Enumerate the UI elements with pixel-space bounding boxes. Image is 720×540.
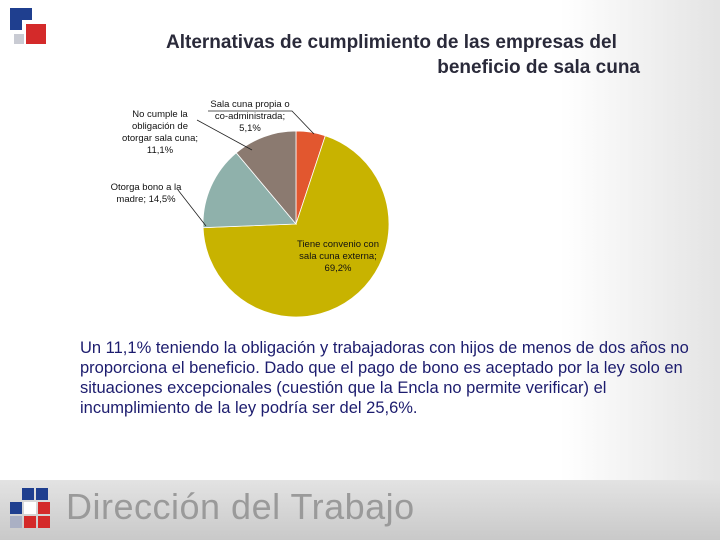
slide-title-line-1: Alternativas de cumplimiento de las empr…	[166, 32, 617, 53]
leader-line-0	[208, 110, 315, 135]
pie-slice-1	[202, 135, 390, 318]
footer: Dirección del Trabajo	[0, 480, 720, 540]
leader-line-3	[196, 119, 253, 151]
body-text: Un 11,1% teniendo la obligación y trabaj…	[80, 339, 689, 417]
pie-slice-2	[202, 152, 297, 229]
slide-title-line-2: beneficio de sala cuna	[437, 57, 640, 78]
pie-slice-3	[235, 130, 297, 226]
slice-label-2: Otorga bono a la madre; 14,5%	[111, 182, 182, 205]
pie-chart: Sala cuna propia o co-administrada; 5,1% Ti…	[111, 99, 390, 318]
footer-logo-icon	[10, 488, 50, 528]
footer-brand-text: Dirección del Trabajo	[66, 486, 415, 527]
slice-label-1: Tiene convenio con sala cuna externa; 69,2…	[297, 239, 379, 274]
slide-title: Alternativas de cumplimiento de las empr…	[150, 30, 640, 80]
background-shade	[560, 0, 720, 480]
leader-line-2	[177, 189, 207, 227]
corner-logo-icon	[10, 8, 46, 44]
slice-label-0: Sala cuna propia o co-administrada; 5,1%	[210, 99, 289, 134]
slice-label-3: No cumple la obligación de otorgar sala cu…	[122, 109, 198, 156]
